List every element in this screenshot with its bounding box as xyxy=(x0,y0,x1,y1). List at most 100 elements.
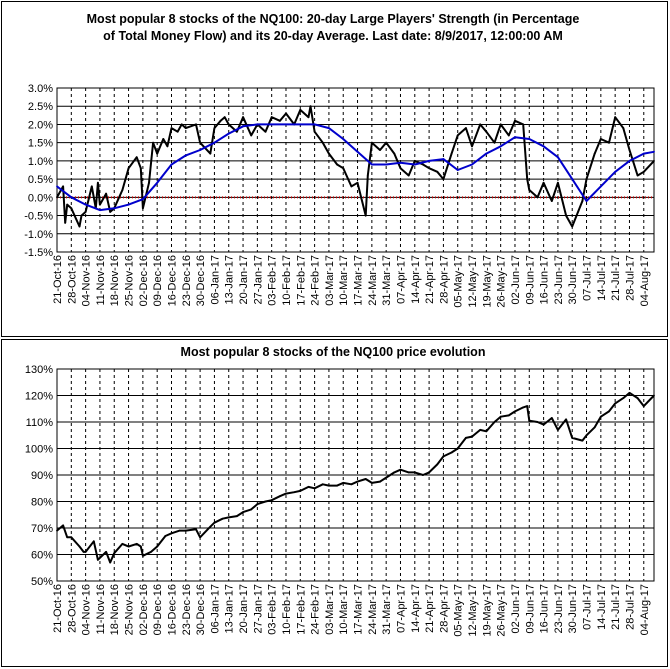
data-point xyxy=(321,483,324,486)
data-point xyxy=(90,185,93,188)
x-tick-label: 28-Jul-17 xyxy=(624,584,636,630)
data-point xyxy=(336,484,338,487)
x-tick-label: 20-Jan-17 xyxy=(238,255,250,305)
x-tick-label: 03-Feb-17 xyxy=(267,255,279,306)
y-tick-label: 1.5% xyxy=(28,138,53,150)
x-tick-label: 10-Feb-17 xyxy=(281,255,293,306)
x-tick-label: 07-Jul-17 xyxy=(582,255,594,301)
x-tick-label: 04-Nov-16 xyxy=(81,255,93,306)
data-point xyxy=(96,181,99,184)
data-point xyxy=(328,484,330,487)
y-tick-label: 1.0% xyxy=(28,156,53,168)
x-tick-label: 03-Mar-17 xyxy=(324,255,336,306)
data-point xyxy=(385,141,388,144)
data-point xyxy=(456,169,459,171)
data-point xyxy=(514,136,516,139)
data-point xyxy=(407,471,410,474)
x-tick-label: 26-May-17 xyxy=(496,584,508,637)
x-tick-label: 23-Jun-17 xyxy=(553,255,565,305)
data-point xyxy=(195,123,197,126)
data-point xyxy=(66,203,69,206)
x-tick-label: 14-Jul-17 xyxy=(596,255,608,301)
data-point xyxy=(536,196,539,199)
data-point xyxy=(56,185,58,188)
x-tick-label: 24-Mar-17 xyxy=(367,584,379,635)
strength-chart-title-line-2: of Total Money Flow) and its 20-day Aver… xyxy=(103,29,563,43)
data-point xyxy=(350,483,353,486)
x-tick-label: 09-Jun-17 xyxy=(524,255,536,305)
data-point xyxy=(542,181,545,184)
x-tick-label: 04-Aug-17 xyxy=(639,584,651,635)
data-point xyxy=(642,405,645,407)
data-point xyxy=(84,203,87,206)
x-tick-label: 25-Nov-16 xyxy=(124,584,136,635)
data-point xyxy=(313,123,316,126)
strength-chart: Most popular 8 stocks of the NQ100: 20-d… xyxy=(1,1,668,337)
data-point xyxy=(285,123,287,126)
data-point xyxy=(528,419,531,422)
x-tick-label: 11-Nov-16 xyxy=(95,584,107,635)
data-point xyxy=(522,123,525,126)
y-tick-label: -1.0% xyxy=(24,229,53,241)
strength-chart-frame xyxy=(1,1,668,337)
series-line-1 xyxy=(56,391,655,564)
data-point xyxy=(264,130,267,133)
data-point xyxy=(135,156,138,159)
data-point xyxy=(413,163,416,166)
data-point xyxy=(499,123,502,126)
data-point xyxy=(526,178,529,181)
data-point xyxy=(493,421,496,423)
data-point xyxy=(242,116,244,119)
data-point xyxy=(356,181,359,184)
data-point xyxy=(328,127,330,129)
data-point xyxy=(242,125,244,128)
data-point xyxy=(148,181,150,184)
x-tick-label: 11-Nov-16 xyxy=(95,255,107,306)
x-tick-label: 16-Jun-17 xyxy=(539,584,551,634)
data-point xyxy=(109,211,112,213)
x-tick-label: 21-Jul-17 xyxy=(610,255,622,301)
x-tick-label: 30-Dec-16 xyxy=(195,255,207,306)
data-point xyxy=(571,437,574,439)
data-point xyxy=(278,119,281,122)
data-point xyxy=(528,189,531,191)
data-point xyxy=(82,550,85,553)
x-tick-label: 23-Dec-16 xyxy=(181,584,193,635)
data-point xyxy=(653,394,655,397)
data-point xyxy=(127,545,130,548)
x-tick-label: 14-Jul-17 xyxy=(596,584,608,630)
data-point xyxy=(199,536,202,539)
data-point xyxy=(127,203,130,206)
data-point xyxy=(199,141,202,144)
data-point xyxy=(522,406,525,409)
data-point xyxy=(413,471,416,474)
data-point xyxy=(585,434,588,437)
x-tick-label: 17-Mar-17 xyxy=(353,584,365,635)
data-point xyxy=(407,174,410,177)
data-point xyxy=(493,141,496,144)
y-tick-label: 100% xyxy=(25,444,53,456)
x-tick-label: 28-Oct-16 xyxy=(66,584,78,633)
data-point xyxy=(536,421,539,423)
price-chart-title: Most popular 8 stocks of the NQ100 price… xyxy=(181,345,486,359)
y-tick-label: 70% xyxy=(31,523,53,535)
data-point xyxy=(364,478,367,480)
x-tick-label: 24-Feb-17 xyxy=(310,255,322,306)
data-point xyxy=(178,529,181,532)
data-point xyxy=(156,181,159,184)
data-point xyxy=(385,163,388,166)
x-tick-label: 18-Nov-16 xyxy=(109,584,121,635)
data-point xyxy=(628,391,631,394)
y-tick-label: 80% xyxy=(31,497,53,509)
data-point xyxy=(139,545,142,548)
data-point xyxy=(356,480,359,483)
data-point xyxy=(121,189,124,191)
data-point xyxy=(542,145,545,148)
data-point xyxy=(256,503,259,506)
data-point xyxy=(84,211,87,213)
data-point xyxy=(227,516,230,519)
data-point xyxy=(105,550,107,553)
data-point xyxy=(113,552,116,555)
data-point xyxy=(526,405,529,407)
data-point xyxy=(227,132,230,135)
